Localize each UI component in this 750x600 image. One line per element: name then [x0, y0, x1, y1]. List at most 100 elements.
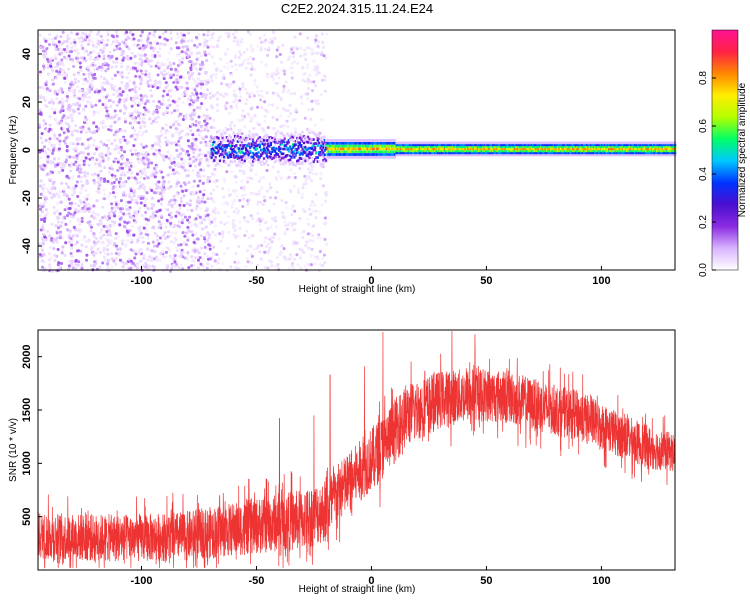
spectrogram-cell [302, 53, 306, 57]
spectrogram-cell [297, 159, 300, 162]
spectrogram-cell [136, 154, 140, 158]
spectrogram-cell [295, 253, 299, 257]
spectrogram-cell [458, 147, 461, 151]
spectrogram-cell [325, 242, 328, 246]
spectrogram-cell [287, 109, 290, 113]
spectrogram-cell [130, 104, 134, 108]
spectrogram-cell [398, 147, 401, 151]
spectrogram-cell [74, 208, 78, 212]
spectrogram-cell [220, 147, 223, 150]
spectrogram-cell [204, 53, 208, 57]
spectrogram-cell [143, 204, 147, 207]
spectrogram-cell [336, 150, 339, 153]
spectrogram-cell [112, 93, 116, 97]
spectrogram-cell [131, 33, 135, 37]
spectrogram-cell [65, 40, 69, 44]
spectrogram-cell [228, 141, 231, 145]
spectrogram-cell [304, 151, 307, 154]
spectrogram-cell [143, 200, 147, 203]
spectrogram-cell [233, 156, 237, 159]
spectrogram-cell [153, 175, 157, 179]
spectrogram-cell [162, 43, 166, 46]
spectrogram-cell [440, 149, 444, 153]
spectrogram-cell [403, 149, 406, 153]
spectrogram-cell [234, 252, 238, 255]
spectrogram-cell [189, 60, 193, 64]
spectrogram-cell [312, 59, 316, 63]
spectrogram-cell [155, 255, 159, 259]
spectrogram-cell [377, 147, 380, 151]
spectrogram-cell [258, 155, 261, 158]
spectrogram-cell [167, 156, 171, 160]
spectrogram-cell [275, 68, 279, 72]
spectrogram-cell [83, 209, 87, 213]
spectrogram-cell [152, 225, 156, 229]
spectrogram-cell [418, 149, 421, 153]
spectrogram-cell [278, 138, 281, 141]
spectrogram-cell [101, 142, 105, 146]
spectrogram-cell [173, 141, 177, 145]
spectrogram-cell [225, 139, 228, 143]
spectrogram-cell [410, 143, 413, 147]
spectrogram-cell [284, 124, 288, 128]
spectrogram-cell [312, 144, 315, 148]
spectrogram-cell [151, 171, 155, 175]
spectrogram-cell [52, 82, 55, 86]
spectrogram-cell [424, 147, 427, 151]
spectrogram-cell [485, 153, 488, 157]
spectrogram-cell [370, 142, 373, 145]
spectrogram-cell [436, 153, 439, 157]
spectrogram-cell [44, 208, 48, 212]
spectrogram-cell [286, 148, 289, 151]
spectrogram-cell [265, 189, 269, 193]
spectrogram-cell [355, 139, 358, 142]
spectrogram-cell [165, 218, 169, 222]
spectrogram-cell [61, 63, 65, 67]
spectrogram-cell [409, 149, 412, 153]
spectrogram-cell [149, 89, 153, 93]
spectrogram-cell [178, 225, 182, 229]
spectrogram-cell [38, 164, 42, 168]
spectrogram-cell [294, 147, 297, 151]
spectrogram-cell [146, 207, 150, 211]
spectrogram-cell [196, 213, 200, 217]
spectrogram-cell [330, 142, 333, 145]
spectrogram-cell [342, 150, 346, 153]
spectrogram-cell [86, 146, 90, 150]
spectrogram-cell [494, 149, 497, 153]
spectrogram-cell [460, 151, 463, 155]
spectrogram-cell [367, 144, 370, 148]
spectrogram-cell [315, 257, 319, 261]
spectrogram-cell [128, 112, 132, 116]
spectrogram-cell [310, 51, 314, 55]
spectrogram-cell [272, 37, 276, 41]
spectrogram-cell [76, 210, 80, 214]
spectrogram-cell [431, 153, 434, 157]
spectrogram-cell [330, 156, 333, 159]
spectrogram-cell [240, 139, 243, 142]
spectrogram-cell [394, 153, 397, 156]
spectrogram-cell [349, 142, 352, 145]
spectrogram-cell [211, 147, 215, 150]
spectrogram-cell [227, 111, 231, 115]
spectrogram-cell [454, 143, 457, 147]
spectrogram-cell [429, 151, 433, 155]
spectrogram-cell [271, 115, 275, 119]
spectrogram-cell [157, 220, 161, 224]
spectrogram-cell [168, 95, 172, 98]
spectrogram-cell [101, 261, 105, 265]
spectrogram-cell [42, 49, 46, 53]
spectrogram-cell [118, 207, 122, 211]
spectrogram-cell [225, 144, 228, 147]
spectrogram-cell [60, 51, 64, 55]
spectrogram-cell [246, 149, 249, 153]
spectrogram-cell [276, 92, 280, 96]
spectrogram-cell [236, 234, 240, 238]
spectrogram-cell [352, 147, 355, 151]
spectrogram-cell [167, 130, 170, 134]
spectrogram-cell [201, 264, 205, 268]
spectrogram-cell [258, 145, 261, 149]
spectrogram-cell [155, 140, 159, 144]
spectrogram-cell [208, 175, 212, 179]
spectrogram-cell [213, 93, 217, 97]
